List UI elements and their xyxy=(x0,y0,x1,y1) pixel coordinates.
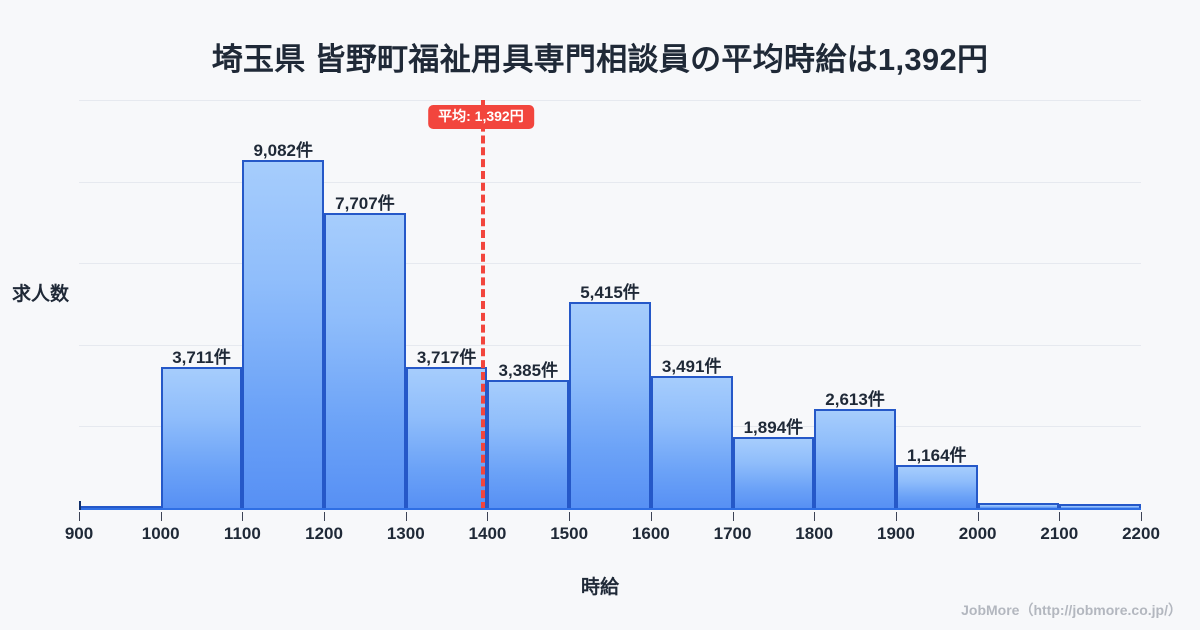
x-axis-tick xyxy=(79,512,80,521)
average-badge[interactable]: 平均: 1,392円 xyxy=(428,105,534,130)
x-axis-tick xyxy=(487,512,489,521)
x-axis-tick-label: 1900 xyxy=(877,524,915,543)
x-axis-line xyxy=(79,508,1141,510)
y-axis-title: 求人数 xyxy=(12,284,70,305)
bar[interactable] xyxy=(487,379,570,510)
bar-value-label: 1,894件 xyxy=(743,418,804,438)
x-axis-tick xyxy=(405,512,407,521)
x-axis-tick-label: 1000 xyxy=(141,524,180,543)
x-axis-tick xyxy=(814,512,816,521)
bar[interactable] xyxy=(405,366,488,510)
bar-value-label: 9,082件 xyxy=(253,141,313,161)
gridline xyxy=(79,182,1141,183)
bar-value-label: 3,491件 xyxy=(661,356,722,376)
average-dashed-line xyxy=(480,100,485,510)
x-axis-tick xyxy=(732,512,734,521)
x-axis-tick xyxy=(569,512,571,521)
bar[interactable] xyxy=(324,213,406,510)
x-axis-tick xyxy=(895,512,897,521)
bar-value-label: 1,164件 xyxy=(906,446,967,466)
bar-value-label: 3,385件 xyxy=(498,360,559,380)
x-axis-tick-label: 1500 xyxy=(550,524,589,543)
x-axis-tick-label: 2000 xyxy=(958,524,997,543)
bar-value-label: 5,415件 xyxy=(580,282,640,302)
x-axis-tick-label: 1700 xyxy=(713,524,752,543)
x-axis-tick xyxy=(977,512,979,521)
bar[interactable] xyxy=(732,437,815,510)
x-axis-tick-label: 1800 xyxy=(795,524,834,543)
x-axis-title: 時給 xyxy=(580,577,619,598)
bar[interactable] xyxy=(160,367,243,510)
x-axis-tick xyxy=(1141,512,1142,521)
x-axis-tick-label: 1400 xyxy=(468,524,507,543)
bar[interactable] xyxy=(895,465,978,510)
bar[interactable] xyxy=(569,301,651,510)
x-axis: 900 1000 1100 1200 1300 1400 1500 1600 1700 1800 1… xyxy=(65,512,1160,552)
x-axis-tick xyxy=(242,512,244,521)
bar[interactable] xyxy=(242,160,325,510)
bar[interactable] xyxy=(650,375,733,510)
bar-value-label: 7,707件 xyxy=(335,194,395,214)
x-axis-tick-label: 1200 xyxy=(305,524,343,543)
bar-value-label: 3,711件 xyxy=(172,348,231,368)
y-axis-origin-cap xyxy=(79,501,81,510)
footer-credit: JobMore（http://jobmore.co.jp/） xyxy=(961,602,1182,618)
bar-value-label: 2,613件 xyxy=(825,390,885,410)
page-title: 埼玉県 皆野町福祉用具専門相談員の平均時給は1,392円 xyxy=(211,42,989,77)
x-axis-tick-label: 2200 xyxy=(1122,524,1160,543)
x-axis-tick-label: 1300 xyxy=(386,524,425,543)
bar-value-label: 3,717件 xyxy=(416,347,477,367)
x-axis-tick xyxy=(324,512,326,521)
x-axis-tick-label: 1100 xyxy=(223,524,261,543)
gridline xyxy=(79,100,1141,101)
plot-area: 平均: 1,392円 xyxy=(79,100,1141,510)
gridline xyxy=(79,263,1141,264)
x-axis-tick-label: 900 xyxy=(64,524,94,543)
bar[interactable] xyxy=(814,409,896,510)
x-axis-tick-label: 1600 xyxy=(631,524,670,543)
x-axis-tick xyxy=(160,512,162,521)
x-axis-tick-label: 2100 xyxy=(1040,524,1079,543)
x-axis-tick xyxy=(1059,512,1061,521)
x-axis-tick xyxy=(650,512,652,521)
